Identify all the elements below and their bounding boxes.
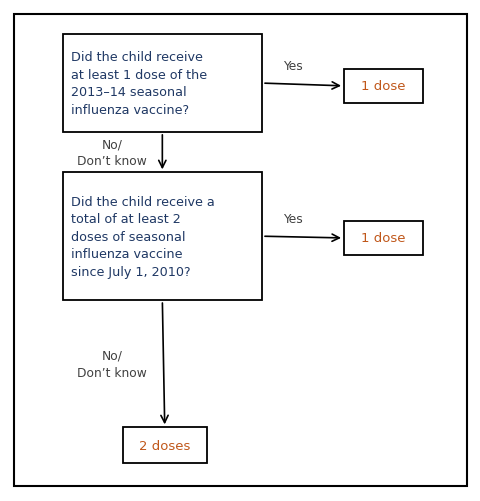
Text: No/
Don’t know: No/ Don’t know: [77, 349, 146, 379]
FancyBboxPatch shape: [343, 221, 422, 256]
Text: 1 dose: 1 dose: [360, 232, 405, 245]
FancyBboxPatch shape: [62, 173, 262, 301]
FancyBboxPatch shape: [14, 15, 466, 486]
FancyBboxPatch shape: [343, 70, 422, 104]
FancyBboxPatch shape: [122, 427, 206, 463]
Text: Did the child receive
at least 1 dose of the
2013–14 seasonal
influenza vaccine?: Did the child receive at least 1 dose of…: [71, 51, 207, 117]
Text: 2 doses: 2 doses: [139, 439, 190, 452]
Text: No/
Don’t know: No/ Don’t know: [77, 138, 146, 168]
FancyBboxPatch shape: [62, 35, 262, 133]
Text: Yes: Yes: [283, 60, 302, 73]
Text: Yes: Yes: [283, 213, 302, 225]
Text: 1 dose: 1 dose: [360, 80, 405, 93]
Text: Did the child receive a
total of at least 2
doses of seasonal
influenza vaccine
: Did the child receive a total of at leas…: [71, 195, 215, 278]
